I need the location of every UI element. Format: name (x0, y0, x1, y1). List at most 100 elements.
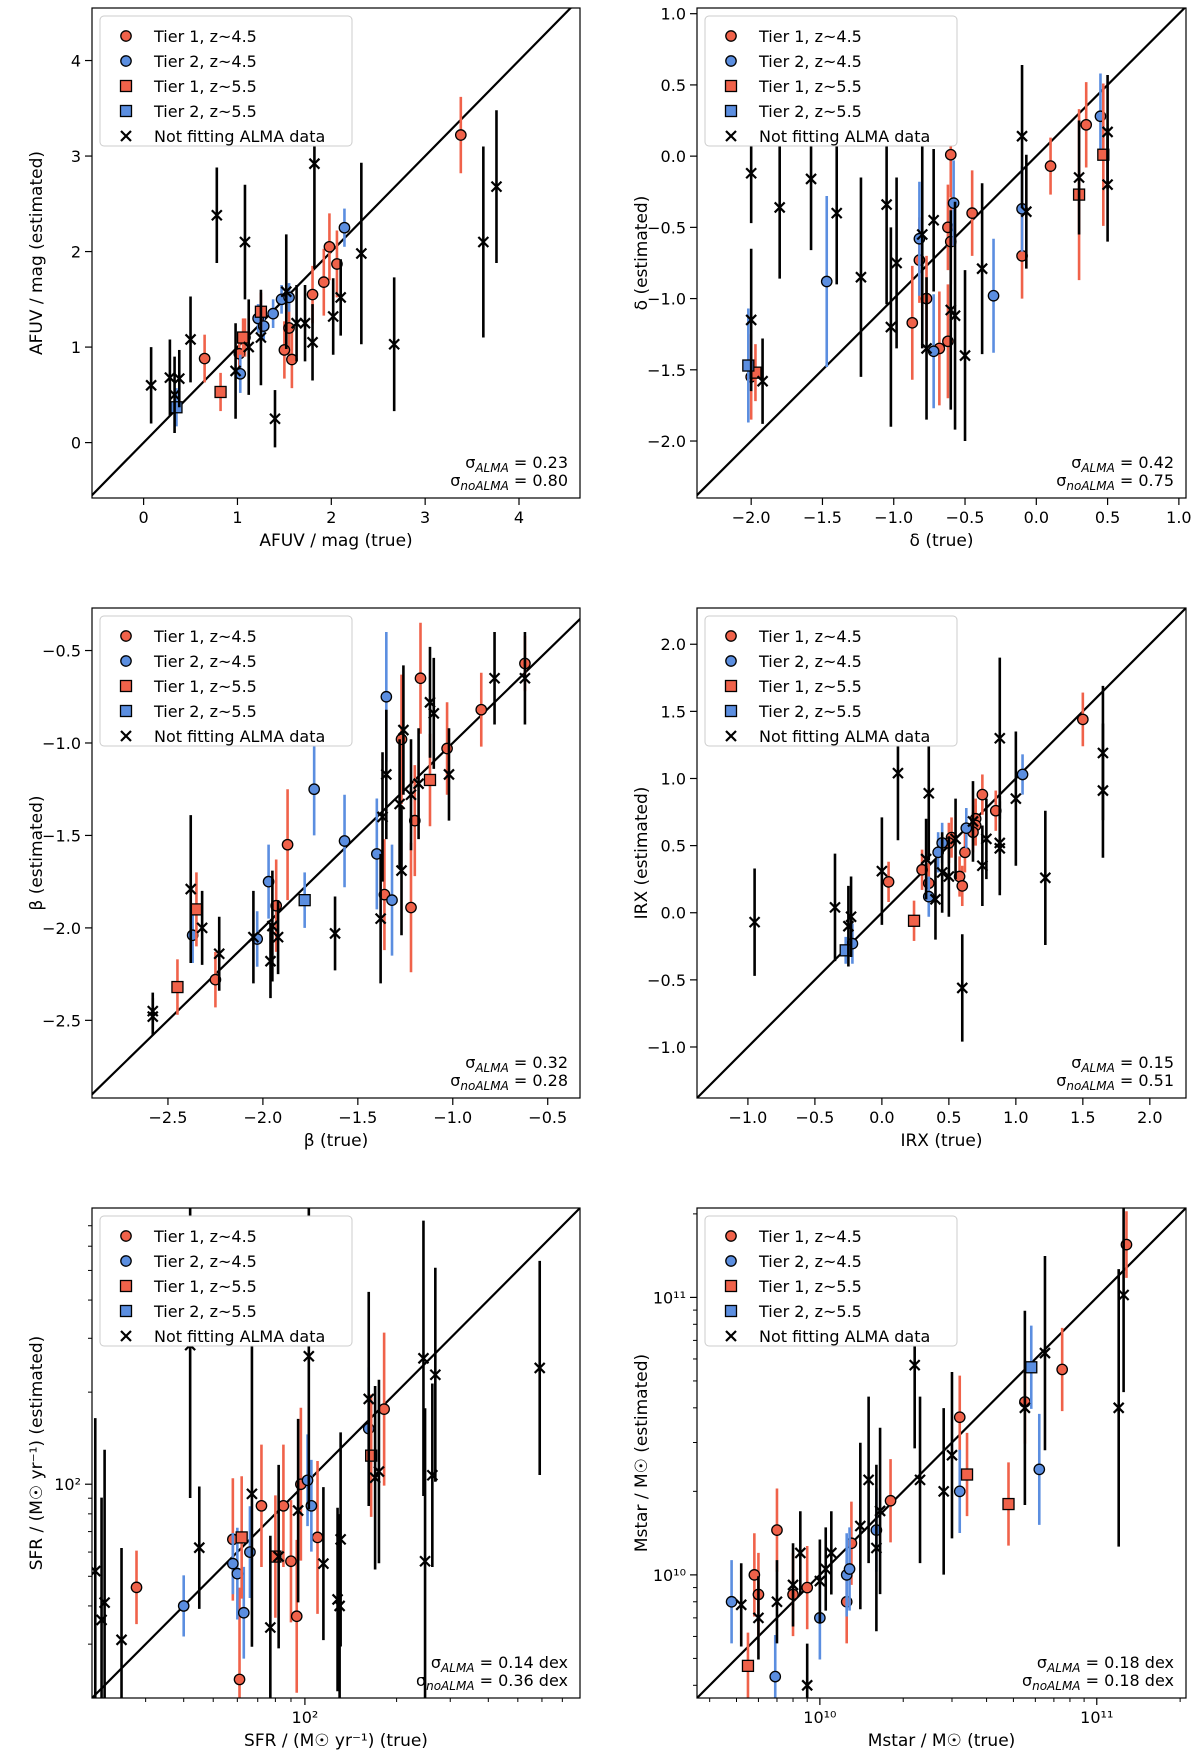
x-tick-label: 10² (292, 1708, 319, 1727)
legend-label: Tier 2, z~4.5 (758, 652, 862, 671)
legend-label: Tier 1, z~5.5 (153, 77, 257, 96)
x-tick-label: 0.0 (1024, 508, 1049, 527)
data-point-x (331, 1593, 344, 1606)
y-tick-label: 1.5 (661, 702, 686, 721)
data-point-x (168, 389, 181, 401)
y-tick-label: 0.5 (661, 76, 686, 95)
data-point-x (1112, 1402, 1125, 1414)
x-tick-label: 3 (420, 508, 430, 527)
data-point-square (171, 980, 184, 994)
data-point-x (213, 947, 225, 960)
legend-label: Tier 2, z~4.5 (153, 652, 257, 671)
legend-label: Tier 1, z~4.5 (153, 27, 257, 46)
legend-label: Tier 1, z~4.5 (758, 27, 862, 46)
sigma-alma-label: σALMA = 0.14 dex (431, 1653, 568, 1675)
legend-marker (119, 704, 133, 718)
legend-label: Tier 2, z~5.5 (758, 702, 862, 721)
y-tick-label: −1.0 (647, 290, 686, 309)
y-tick-label: −2.5 (42, 1011, 81, 1030)
axes-frame (91, 607, 581, 1099)
data-point-x (272, 1550, 285, 1563)
data-point-square (960, 1468, 974, 1481)
data-point-circle (177, 1600, 190, 1612)
x-axis-label: β (true) (304, 1131, 368, 1151)
data-point-x (943, 870, 955, 883)
data-point-x (419, 1555, 431, 1568)
y-tick-label: 4 (71, 52, 81, 71)
legend-marker (120, 30, 132, 42)
legend-marker (119, 104, 133, 118)
data-point-circle (725, 1595, 738, 1608)
legend-label: Tier 1, z~4.5 (758, 1227, 862, 1246)
axes-frame (696, 607, 1187, 1099)
x-tick-label: 0.5 (936, 1108, 961, 1127)
data-point-x (193, 1541, 206, 1554)
data-point-x (196, 922, 208, 934)
data-point-square (742, 359, 755, 372)
chart-panel-delta: −2.0 −1.5 −1.0 −0.5 0.0 0.5 1.0 −2.0 −1.5 −1.0 −0.… (632, 5, 1192, 551)
legend-box (99, 15, 353, 147)
data-point-x (1101, 178, 1114, 191)
legend-label: Not fitting ALMA data (759, 1327, 930, 1346)
plot-area (697, 608, 1186, 1098)
data-point-x (255, 331, 267, 344)
x-tick-label: 0.5 (1095, 508, 1120, 527)
one-to-one-line (92, 617, 580, 1096)
legend-label: Tier 1, z~5.5 (153, 677, 257, 696)
data-point-circle (748, 1569, 761, 1581)
data-point-x (477, 236, 490, 248)
one-to-one-line (697, 1208, 1186, 1698)
data-point-circle (290, 1610, 303, 1623)
data-point-x (805, 173, 817, 185)
legend-marker (120, 730, 132, 742)
data-point-x (533, 1362, 546, 1374)
data-point-circle (255, 1499, 268, 1512)
data-point-circle (130, 1581, 143, 1594)
data-point-x (292, 1504, 304, 1517)
data-point-x (306, 336, 319, 349)
legend-label: Not fitting ALMA data (759, 127, 930, 146)
data-point-x (908, 1359, 921, 1371)
data-point-x (164, 371, 176, 384)
x-axis-label: IRX (true) (900, 1131, 982, 1151)
legend-marker (724, 704, 738, 718)
data-point-x (373, 1465, 385, 1478)
data-point-x (327, 310, 339, 323)
data-point-circle (820, 275, 833, 288)
data-point-x (773, 201, 786, 214)
legend-marker (725, 1230, 737, 1242)
sigma-alma-label: σALMA = 0.32 (465, 1053, 568, 1075)
x-tick-label: −0.5 (946, 508, 985, 527)
plot-area (697, 8, 1186, 497)
x-axis-label: AFUV / mag (true) (259, 531, 412, 551)
legend-marker (725, 655, 737, 667)
y-tick-label: 3 (71, 147, 81, 166)
data-point-x (397, 724, 410, 736)
data-point-x (247, 931, 260, 943)
data-point-circle (414, 672, 427, 685)
data-point-x (976, 262, 988, 275)
chart-panel-irx: −1.0 −0.5 0.0 0.5 1.0 1.5 2.0 −1.0 −0.5 0.0 0.5 1.0… (632, 607, 1187, 1151)
y-tick-label: 2 (71, 243, 81, 262)
data-point-x (922, 787, 935, 800)
legend-marker (724, 79, 738, 93)
data-point-circle (285, 1555, 297, 1568)
axes-frame (696, 7, 1187, 499)
data-point-circle (244, 1546, 256, 1558)
x-tick-label: 1.0 (1003, 1108, 1028, 1127)
data-point-x (266, 920, 279, 932)
data-point-x (787, 1579, 799, 1591)
data-point-x (1039, 872, 1052, 884)
legend-marker (725, 130, 737, 142)
y-tick-label: −0.5 (647, 971, 686, 990)
data-point-x (1097, 747, 1109, 759)
legend-marker (120, 655, 132, 667)
legend-label: Tier 2, z~5.5 (153, 1302, 257, 1321)
data-point-x (374, 912, 387, 925)
data-point-x (845, 910, 857, 923)
data-point-x (412, 777, 425, 790)
y-axis-label: β (estimated) (27, 795, 47, 910)
data-point-x (890, 257, 903, 269)
data-point-x (885, 321, 897, 333)
data-point-circle (769, 1670, 782, 1683)
